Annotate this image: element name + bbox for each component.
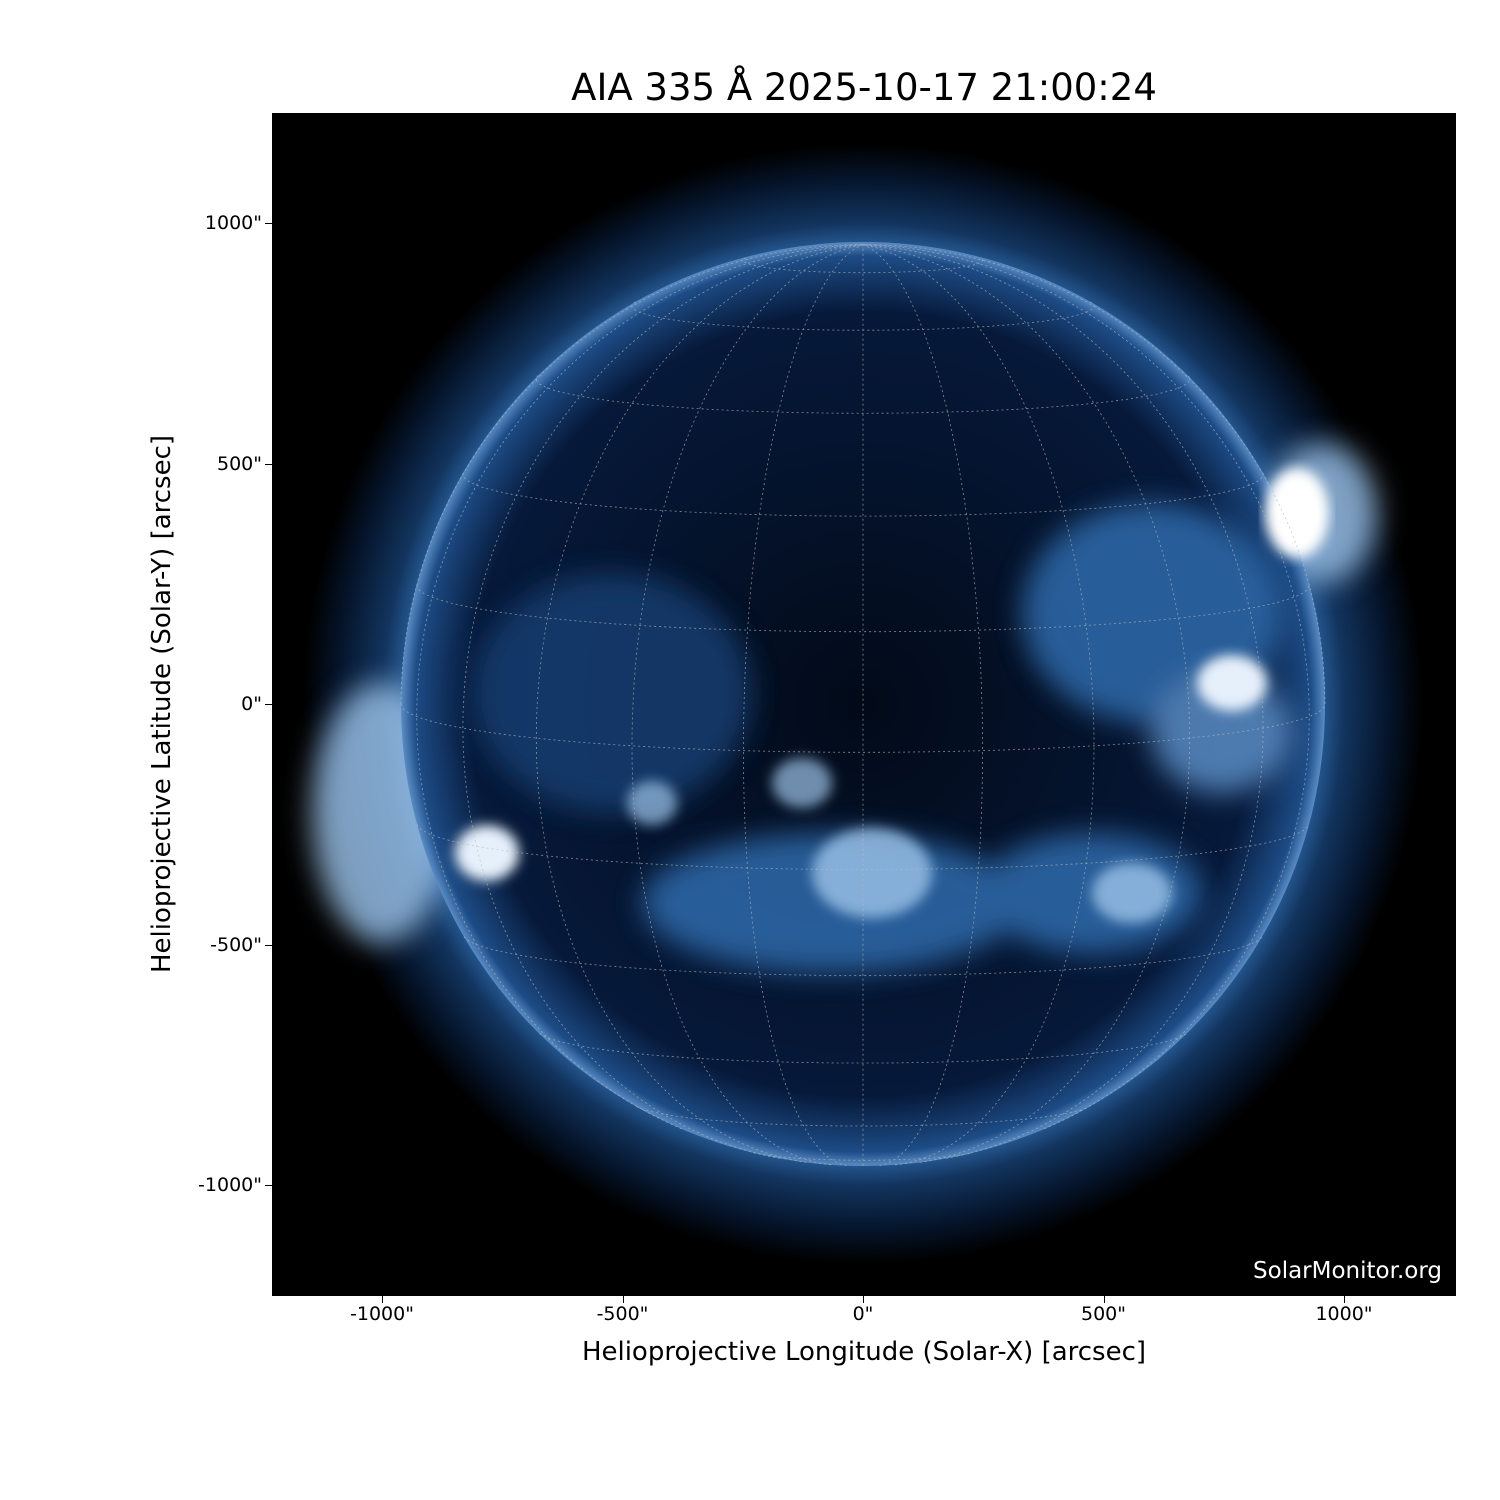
grid-line — [535, 244, 864, 1163]
solar-disk-image — [303, 144, 1423, 1264]
grid-line — [462, 472, 1264, 517]
grid-line — [862, 244, 1310, 1130]
grid-line — [416, 585, 1310, 633]
x-tick-mark — [1103, 1296, 1105, 1303]
y-axis-label: Helioprojective Latitude (Solar-Y) [arcs… — [147, 434, 177, 974]
grid-line — [862, 244, 984, 1166]
plot-title: AIA 335 Å 2025-10-17 21:00:24 — [571, 66, 1157, 109]
grid-line — [631, 244, 864, 1166]
grid-line — [862, 244, 1326, 705]
grid-line — [463, 936, 1263, 977]
x-tick-label: -1000" — [350, 1303, 414, 1325]
x-tick-mark — [1344, 1296, 1345, 1303]
grid-line — [400, 703, 1326, 753]
grid-line — [742, 244, 864, 1166]
active-regions — [455, 503, 1292, 973]
x-tick-label: 0" — [852, 1303, 874, 1325]
solar-image-axes: SolarMonitor.org — [272, 113, 1456, 1296]
x-tick-label: 1000" — [1315, 1303, 1373, 1325]
y-tick-label: -500" — [210, 933, 262, 956]
grid-line — [753, 1152, 973, 1161]
x-tick-mark — [382, 1296, 383, 1303]
y-tick-label: -1000" — [198, 1174, 262, 1196]
x-tick-label: 500" — [1080, 1303, 1127, 1325]
grid-line — [862, 244, 1095, 1166]
y-tick-mark — [265, 1185, 272, 1186]
grid-line — [862, 244, 1191, 1163]
grid-line — [636, 1106, 1090, 1127]
grid-line — [539, 1033, 1187, 1064]
grid-line — [416, 244, 864, 1130]
y-tick-mark — [265, 223, 272, 224]
grid-line — [416, 824, 1310, 871]
heliographic-grid — [400, 244, 1326, 1166]
x-tick-mark — [622, 1296, 624, 1303]
y-tick-label: 500" — [216, 452, 262, 475]
x-tick-label: -500" — [596, 1303, 649, 1325]
y-tick-mark — [265, 704, 272, 705]
watermark: SolarMonitor.org — [1253, 1258, 1442, 1284]
grid-line — [535, 375, 1191, 414]
y-tick-label: 0" — [241, 693, 262, 715]
grid-line — [631, 301, 1095, 331]
y-tick-mark — [265, 463, 272, 465]
y-tick-label: 1000" — [204, 212, 262, 234]
x-axis-label: Helioprojective Longitude (Solar-X) [arc… — [581, 1337, 1147, 1367]
y-tick-mark — [265, 944, 272, 946]
x-tick-mark — [863, 1296, 864, 1303]
